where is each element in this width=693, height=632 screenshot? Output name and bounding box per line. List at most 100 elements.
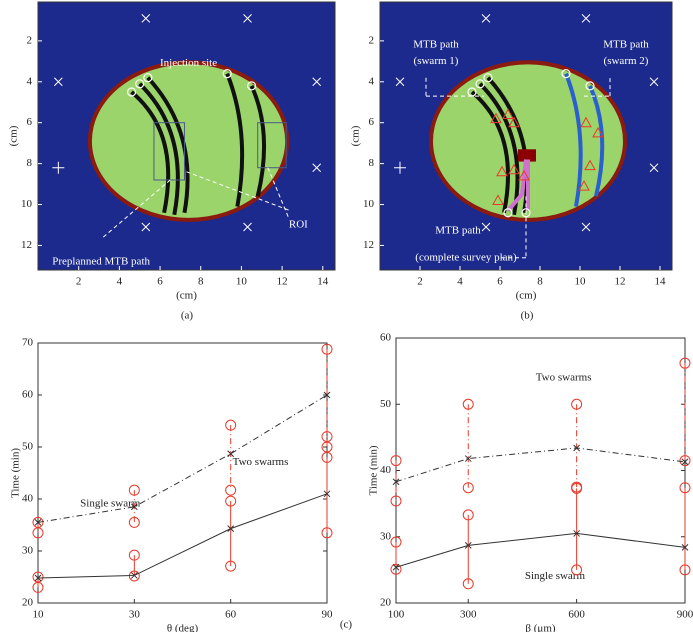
y-axis-label: (cm) [350, 125, 362, 146]
trial-point [128, 549, 140, 561]
annotation: Injection site [160, 57, 217, 69]
plus-marker [394, 161, 406, 174]
mean-marker [323, 391, 331, 399]
trial-point [390, 455, 402, 467]
trial-point [571, 398, 583, 410]
y-axis-label: Time (min) [368, 445, 380, 495]
cross-marker [481, 14, 491, 23]
survey-marker [578, 180, 590, 191]
annotation: MTB path [413, 38, 459, 50]
y-tick-label: 10 [21, 198, 33, 210]
y-tick-label: 30 [380, 530, 392, 542]
survey-marker [592, 126, 604, 138]
survey-marker [492, 194, 504, 205]
trial-point [225, 419, 237, 431]
mean-marker [130, 572, 138, 579]
x-axis-label: β (μm) [525, 623, 555, 632]
x-tick-label: 4 [117, 276, 123, 288]
trial-point [571, 482, 583, 494]
x-tick-label: 600 [568, 609, 585, 621]
start-point [561, 69, 571, 79]
mean-marker [573, 530, 580, 537]
mtb-path [470, 90, 510, 214]
y-tick-label: 10 [363, 198, 375, 210]
trial-point [462, 482, 474, 494]
trial-point [225, 495, 237, 507]
mean-marker [573, 444, 580, 452]
axes-frame [379, 1, 673, 271]
annotation: (complete survey plan) [415, 251, 517, 263]
trial-point [225, 560, 237, 572]
y-axis-label: Time (min) [10, 448, 22, 498]
end-point [503, 208, 513, 218]
y-tick-label: 50 [22, 441, 34, 453]
cross-marker [581, 222, 591, 232]
mean-marker [464, 542, 472, 549]
dashed-arrow [267, 167, 289, 218]
cross-marker [243, 14, 252, 23]
dashed-arrow [102, 179, 171, 238]
survey-marker [496, 165, 508, 177]
mean-marker [34, 519, 42, 526]
y-tick-label: 8 [27, 157, 33, 169]
start-point [483, 73, 493, 83]
series-label: Single swarm [80, 498, 141, 510]
cross-marker [481, 222, 491, 232]
x-tick-label: 6 [157, 276, 163, 288]
mean-marker [681, 458, 689, 466]
trial-point [225, 484, 237, 496]
y-tick-label: 50 [380, 398, 392, 410]
x-tick-label: 2 [417, 276, 423, 288]
x-tick-label: 100 [388, 609, 405, 621]
x-tick-label: 10 [236, 276, 248, 288]
series-line [37, 493, 328, 579]
x-tick-label: 900 [677, 609, 693, 621]
mean-marker [130, 503, 138, 511]
trial-point [321, 343, 333, 355]
trial-point [679, 564, 691, 576]
trial-point [390, 563, 402, 575]
y-tick-label: 70 [22, 337, 34, 349]
trial-point [462, 398, 474, 410]
trial-point [32, 527, 44, 539]
cross-marker [243, 222, 252, 232]
x-tick-label: 8 [537, 276, 543, 288]
mean-marker [464, 455, 472, 462]
x-tick-label: 6 [497, 276, 503, 288]
trial-point [128, 516, 140, 528]
cross-marker [649, 163, 659, 173]
annotation: ROI [289, 219, 308, 231]
dashed-arrow [186, 171, 291, 212]
annotation: (swarm 2) [604, 55, 649, 67]
y-tick-label: 60 [22, 389, 34, 401]
panel-label: (b) [521, 310, 534, 322]
trial-point [679, 357, 691, 369]
start-point [222, 69, 232, 79]
trial-point [571, 564, 583, 576]
x-axis-label: (cm) [516, 290, 537, 302]
x-tick-label: 2 [76, 276, 82, 288]
trial-point [321, 451, 333, 463]
mtb-path [146, 76, 190, 214]
survey-start [518, 149, 536, 162]
plus-marker [52, 161, 65, 174]
y-tick-label: 12 [21, 239, 32, 251]
series-line [395, 447, 686, 483]
x-tick-label: 4 [457, 276, 463, 288]
cross-marker [312, 163, 322, 173]
cross-marker [141, 222, 151, 232]
survey-marker [584, 159, 596, 171]
x-tick-label: 12 [277, 276, 288, 288]
trial-point [128, 484, 140, 496]
mean-marker [323, 490, 331, 498]
trial-point [679, 482, 691, 494]
x-tick-label: 8 [198, 276, 204, 288]
x-tick-label: 12 [615, 276, 626, 288]
x-tick-label: 14 [655, 276, 667, 288]
cross-marker [141, 14, 151, 23]
x-tick-label: 14 [317, 276, 329, 288]
x-axis-label: θ (deg) [167, 623, 199, 632]
cross-marker [649, 77, 659, 87]
mean-marker [392, 563, 400, 571]
